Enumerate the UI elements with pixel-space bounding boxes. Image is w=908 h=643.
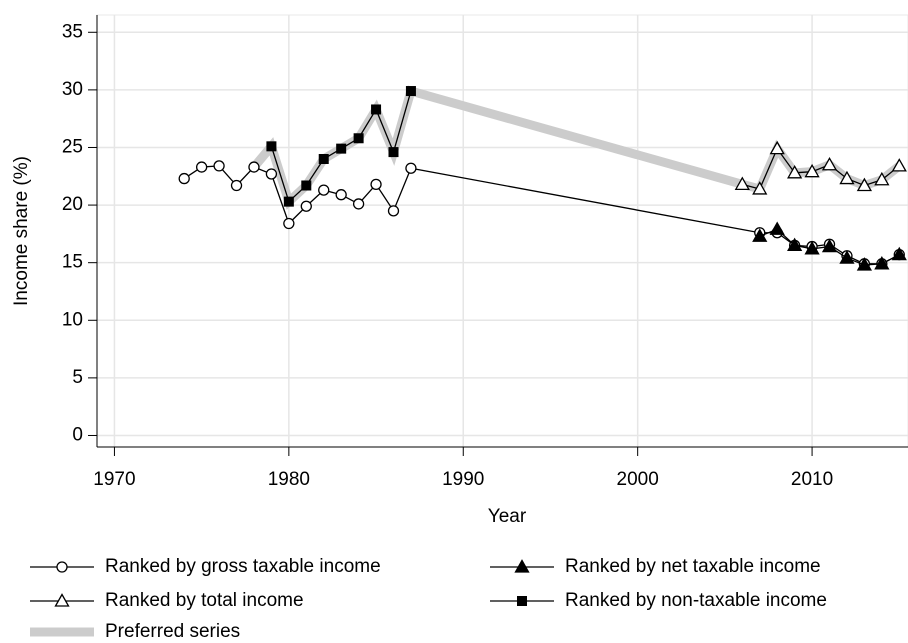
- legend-label: Ranked by total income: [105, 590, 304, 611]
- point: [821, 156, 838, 171]
- legend-marker: [56, 561, 68, 573]
- point: [804, 163, 820, 178]
- point: [787, 165, 803, 179]
- point: [752, 181, 768, 195]
- point: [874, 171, 890, 186]
- point: [300, 200, 312, 212]
- x-tick-label: 2000: [617, 469, 659, 490]
- point: [891, 246, 907, 261]
- point: [405, 86, 416, 97]
- point: [283, 217, 295, 230]
- y-tick-label: 20: [62, 194, 83, 215]
- point: [248, 161, 260, 173]
- legend-label: Ranked by non-taxable income: [565, 590, 827, 611]
- point: [318, 154, 329, 164]
- point: [856, 177, 873, 192]
- point: [353, 133, 364, 144]
- point: [821, 238, 838, 253]
- legend-marker: [517, 596, 527, 606]
- x-tick-label: 2010: [791, 469, 833, 490]
- plot-area: [96, 14, 908, 448]
- point: [265, 168, 278, 180]
- point: [856, 257, 873, 271]
- legend-marker: [514, 559, 530, 573]
- point: [213, 160, 225, 172]
- point: [318, 184, 330, 196]
- x-tick-label: 1980: [268, 469, 310, 490]
- y-tick-label: 0: [72, 424, 83, 445]
- x-tick-label: 1990: [442, 469, 484, 490]
- point: [370, 178, 382, 190]
- point: [371, 104, 382, 115]
- point: [405, 162, 417, 174]
- point: [301, 180, 312, 191]
- y-tick-label: 30: [62, 79, 83, 100]
- point: [839, 170, 855, 185]
- point: [752, 228, 768, 242]
- point: [891, 158, 907, 172]
- legend-label: Preferred series: [105, 621, 240, 642]
- point: [230, 179, 243, 192]
- y-tick-label: 10: [62, 309, 83, 330]
- point: [839, 250, 855, 264]
- point: [352, 198, 365, 210]
- point: [734, 176, 750, 190]
- point: [178, 172, 190, 185]
- point: [804, 241, 820, 255]
- point: [874, 256, 890, 270]
- x-tick-label: 1970: [93, 469, 135, 490]
- point: [769, 221, 785, 235]
- y-axis-title: Income share (%): [11, 156, 32, 306]
- series-line: [742, 147, 900, 190]
- legend-marker: [54, 593, 70, 607]
- point: [195, 161, 208, 173]
- x-axis-title: Year: [488, 506, 527, 527]
- y-tick-label: 25: [62, 136, 83, 157]
- point: [266, 141, 277, 152]
- y-tick-label: 35: [62, 21, 83, 42]
- legend-label: Ranked by net taxable income: [565, 556, 821, 577]
- point: [335, 189, 347, 201]
- point: [283, 196, 294, 207]
- y-tick-label: 5: [72, 367, 83, 388]
- y-tick-label: 15: [62, 252, 83, 273]
- point: [388, 147, 399, 158]
- point: [769, 140, 785, 155]
- legend-label: Ranked by gross taxable income: [105, 556, 381, 577]
- point: [336, 143, 347, 154]
- point: [387, 205, 400, 217]
- point: [787, 237, 803, 252]
